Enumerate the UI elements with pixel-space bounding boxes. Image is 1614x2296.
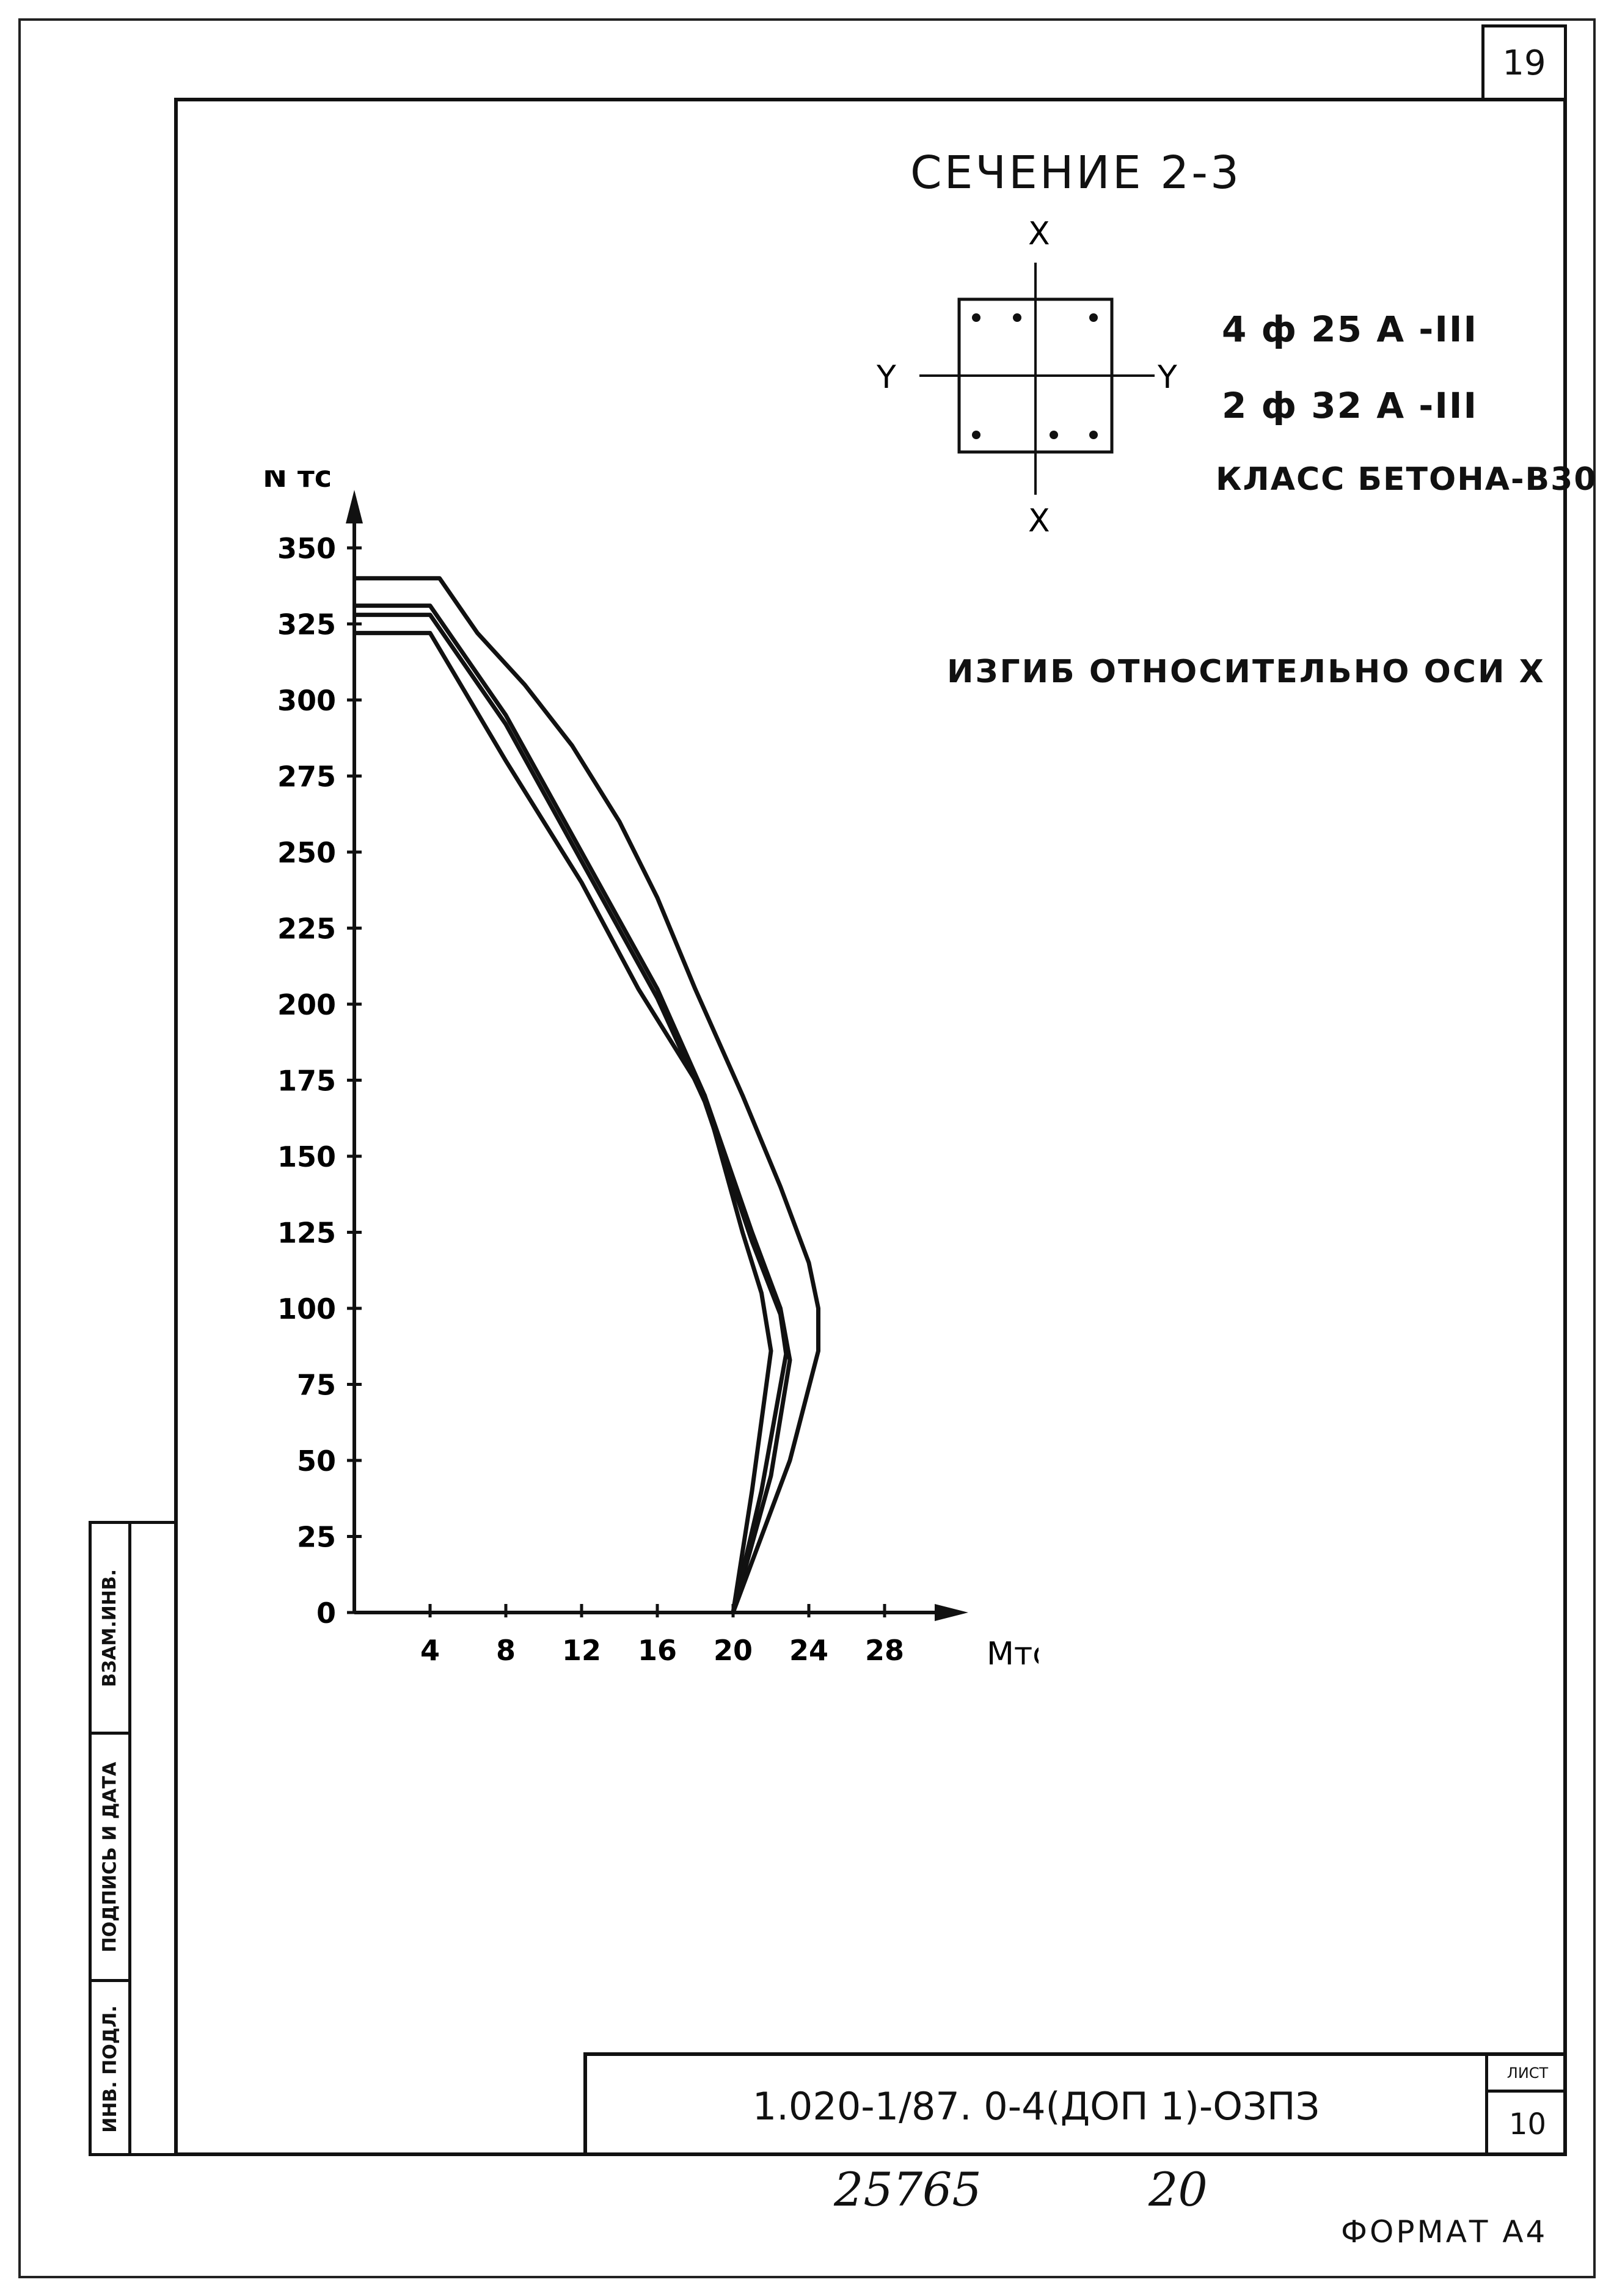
axis-label-x-bottom: X bbox=[1028, 503, 1050, 539]
x-tick-label: 12 bbox=[562, 1634, 601, 1667]
title-block: 1.020-1/87. 0-4(ДОП 1)-ОЗПЗ ЛИСТ 10 bbox=[583, 2052, 1567, 2156]
axis-label-y-right: Y bbox=[1157, 359, 1177, 396]
rebar-dot bbox=[1089, 431, 1098, 439]
y-axis-arrow bbox=[346, 490, 363, 523]
y-tick-label: 0 bbox=[316, 1597, 336, 1630]
side-label-original: ИНВ. ПОДЛ. bbox=[99, 2005, 121, 2133]
handwritten-number: 25765 bbox=[834, 2162, 982, 2217]
rebar-dot bbox=[972, 431, 980, 439]
x-tick-label: 20 bbox=[714, 1634, 753, 1667]
axis-label-y-left: Y bbox=[876, 359, 896, 396]
side-label-signature: ПОДПИСЬ И ДАТА bbox=[99, 1761, 121, 1953]
x-tick-label: 28 bbox=[865, 1634, 904, 1667]
series-line-4 bbox=[354, 630, 773, 1613]
y-tick-label: 225 bbox=[277, 913, 336, 946]
series-line-1 bbox=[354, 576, 820, 1614]
rebar-dot bbox=[1013, 313, 1021, 322]
x-tick-label: 16 bbox=[638, 1634, 677, 1667]
rebar-dot bbox=[1050, 431, 1058, 439]
rebar-dot bbox=[972, 313, 980, 322]
outer-frame bbox=[18, 18, 1596, 2278]
concrete-class: КЛАСС БЕТОНА-В30 bbox=[1216, 461, 1598, 498]
chart-series bbox=[354, 576, 820, 1614]
title-block-sheet: ЛИСТ 10 bbox=[1485, 2056, 1567, 2156]
sheet-number: 10 bbox=[1508, 2107, 1547, 2141]
axis-label-x-top: X bbox=[1028, 216, 1050, 252]
y-tick-label: 75 bbox=[297, 1369, 336, 1402]
x-tick-label: 8 bbox=[496, 1634, 516, 1667]
y-tick-label: 275 bbox=[277, 760, 336, 793]
x-tick-label: 4 bbox=[420, 1634, 440, 1667]
y-tick-label: 200 bbox=[277, 988, 336, 1021]
reinforcement-line-1: 4 ф 25 А -III bbox=[1222, 308, 1478, 350]
handwritten-page: 20 bbox=[1148, 2162, 1208, 2217]
section-title: СЕЧЕНИЕ 2-3 bbox=[910, 147, 1242, 199]
y-tick-label: 125 bbox=[277, 1217, 336, 1250]
x-tick-label: 24 bbox=[789, 1634, 828, 1667]
side-cell-original: ИНВ. ПОДЛ. bbox=[92, 1982, 128, 2156]
bending-note: ИЗГИБ ОТНОСИТЕЛЬНО ОСИ X bbox=[947, 654, 1546, 690]
y-tick-label: 25 bbox=[297, 1521, 336, 1554]
side-cell-signature: ПОДПИСЬ И ДАТА bbox=[92, 1735, 128, 1982]
x-axis-label: Мтс.м bbox=[987, 1636, 1039, 1667]
x-axis-arrow bbox=[935, 1604, 968, 1621]
document-code: 1.020-1/87. 0-4(ДОП 1)-ОЗПЗ bbox=[752, 2083, 1320, 2129]
y-tick-label: 150 bbox=[277, 1140, 336, 1173]
y-tick-label: 300 bbox=[277, 684, 336, 717]
y-tick-label: 250 bbox=[277, 836, 336, 869]
top-sheet-number: 19 bbox=[1481, 24, 1567, 99]
sheet-label: ЛИСТ bbox=[1488, 2056, 1567, 2093]
y-tick-label: 175 bbox=[277, 1065, 336, 1098]
y-tick-label: 100 bbox=[277, 1292, 336, 1325]
rebar-dot bbox=[1089, 313, 1098, 322]
y-tick-label: 50 bbox=[297, 1445, 336, 1478]
y-tick-label: 350 bbox=[277, 532, 336, 565]
side-stamp-divider bbox=[128, 1524, 131, 2153]
format-label: ФОРМАТ А4 bbox=[1341, 2214, 1548, 2250]
side-cell-replacement: ВЗАМ.ИНВ. bbox=[92, 1524, 128, 1735]
reinforcement-line-2: 2 ф 32 А -III bbox=[1222, 385, 1478, 426]
interaction-chart: 0 25 50 75 100 125 150 175 200 225 250 275 300 325 350… bbox=[263, 470, 1039, 1667]
chart-ticks: 0 25 50 75 100 125 150 175 200 225 250 275 300 325 350… bbox=[277, 532, 904, 1667]
drawing-frame bbox=[174, 98, 1567, 2156]
side-label-replacement: ВЗАМ.ИНВ. bbox=[99, 1569, 121, 1687]
cross-section-diagram: X X Y Y bbox=[876, 216, 1177, 539]
series-line-2 bbox=[354, 603, 792, 1613]
chart-axes bbox=[346, 490, 968, 1621]
series-line-3 bbox=[354, 613, 789, 1613]
y-axis-label: N тс bbox=[263, 470, 332, 494]
side-stamp: ВЗАМ.ИНВ. ПОДПИСЬ И ДАТА ИНВ. ПОДЛ. bbox=[89, 1521, 174, 2156]
y-tick-label: 325 bbox=[277, 608, 336, 641]
